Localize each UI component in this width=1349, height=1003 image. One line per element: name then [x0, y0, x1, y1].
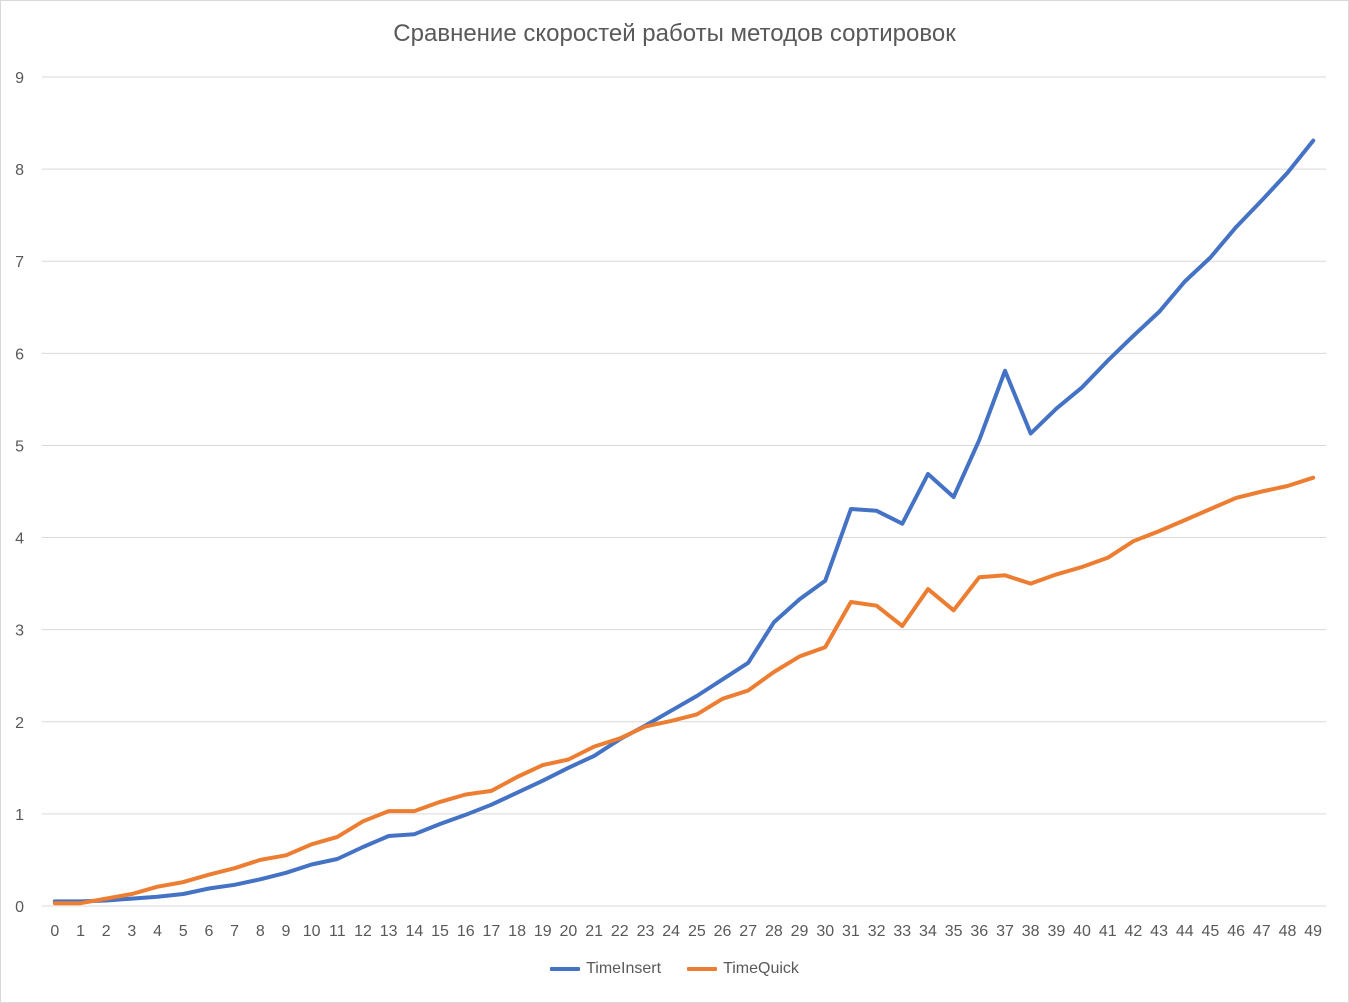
legend-label-timeinsert: TimeInsert [586, 960, 662, 977]
x-axis-ticks: 0 1 2 3 4 5 6 7 8 9 10 11 12 13 14 15 16 17 18 19 20 21 22 23 24… [50, 923, 1322, 940]
series-line-timeinsert[interactable] [52, 138, 1316, 904]
x-tick-label: 36 [970, 923, 988, 940]
y-tick-label: 4 [15, 531, 24, 548]
x-tick-label: 39 [1047, 923, 1065, 940]
series-lines [52, 138, 1316, 906]
y-tick-label: 8 [15, 162, 24, 179]
x-tick-label: 41 [1099, 923, 1117, 940]
x-tick-label: 20 [560, 923, 578, 940]
x-tick-label: 22 [611, 923, 629, 940]
x-tick-label: 27 [739, 923, 757, 940]
x-tick-label: 25 [688, 923, 706, 940]
x-tick-label: 17 [483, 923, 501, 940]
x-tick-label: 47 [1253, 923, 1271, 940]
x-tick-label: 5 [179, 923, 188, 940]
x-tick-label: 1 [76, 923, 85, 940]
x-tick-label: 30 [816, 923, 834, 940]
y-tick-label: 5 [15, 438, 24, 455]
gridlines [42, 76, 1326, 907]
x-tick-label: 3 [127, 923, 136, 940]
y-tick-label: 6 [15, 346, 24, 363]
x-tick-label: 9 [282, 923, 291, 940]
chart-title: Сравнение скоростей работы методов сорти… [393, 20, 956, 47]
y-tick-label: 7 [15, 254, 24, 271]
x-tick-label: 4 [153, 923, 162, 940]
x-tick-label: 35 [945, 923, 963, 940]
x-tick-label: 31 [842, 923, 860, 940]
x-tick-label: 10 [303, 923, 321, 940]
series-line-timequick[interactable] [52, 475, 1316, 906]
x-tick-label: 13 [380, 923, 398, 940]
x-tick-label: 24 [662, 923, 680, 940]
x-tick-label: 38 [1022, 923, 1040, 940]
y-tick-label: 3 [15, 623, 24, 640]
y-tick-label: 2 [15, 715, 24, 732]
y-tick-label: 1 [15, 807, 24, 824]
x-tick-label: 42 [1125, 923, 1143, 940]
y-axis-ticks: 0 1 2 3 4 5 6 7 8 9 [15, 70, 24, 916]
y-tick-label: 0 [15, 899, 24, 916]
x-tick-label: 45 [1202, 923, 1220, 940]
x-tick-label: 0 [50, 923, 59, 940]
x-tick-label: 2 [102, 923, 111, 940]
x-tick-label: 8 [256, 923, 265, 940]
legend-swatch-timeinsert [550, 967, 581, 971]
x-tick-label: 46 [1227, 923, 1245, 940]
legend: TimeInsert TimeQuick [0, 960, 1349, 978]
x-tick-label: 15 [431, 923, 449, 940]
x-tick-label: 44 [1176, 923, 1194, 940]
x-tick-label: 11 [329, 923, 346, 940]
x-tick-label: 34 [919, 923, 937, 940]
legend-item-timequick[interactable]: TimeQuick [687, 960, 799, 978]
x-tick-label: 21 [585, 923, 603, 940]
x-tick-label: 12 [354, 923, 372, 940]
x-tick-label: 43 [1150, 923, 1168, 940]
x-tick-label: 16 [457, 923, 475, 940]
x-tick-label: 6 [204, 923, 213, 940]
legend-item-timeinsert[interactable]: TimeInsert [550, 960, 661, 978]
x-tick-label: 32 [868, 923, 886, 940]
x-tick-label: 28 [765, 923, 783, 940]
x-tick-label: 37 [996, 923, 1014, 940]
x-tick-label: 18 [508, 923, 526, 940]
x-tick-label: 23 [637, 923, 655, 940]
x-tick-label: 48 [1279, 923, 1297, 940]
x-tick-label: 29 [791, 923, 809, 940]
x-tick-label: 33 [893, 923, 911, 940]
x-tick-label: 19 [534, 923, 552, 940]
legend-swatch-timequick [687, 967, 718, 971]
x-tick-label: 14 [405, 923, 423, 940]
x-tick-label: 26 [714, 923, 732, 940]
x-tick-label: 40 [1073, 923, 1091, 940]
y-tick-label: 9 [15, 70, 24, 87]
legend-label-timequick: TimeQuick [723, 960, 799, 977]
x-tick-label: 7 [230, 923, 239, 940]
x-tick-label: 49 [1304, 923, 1322, 940]
